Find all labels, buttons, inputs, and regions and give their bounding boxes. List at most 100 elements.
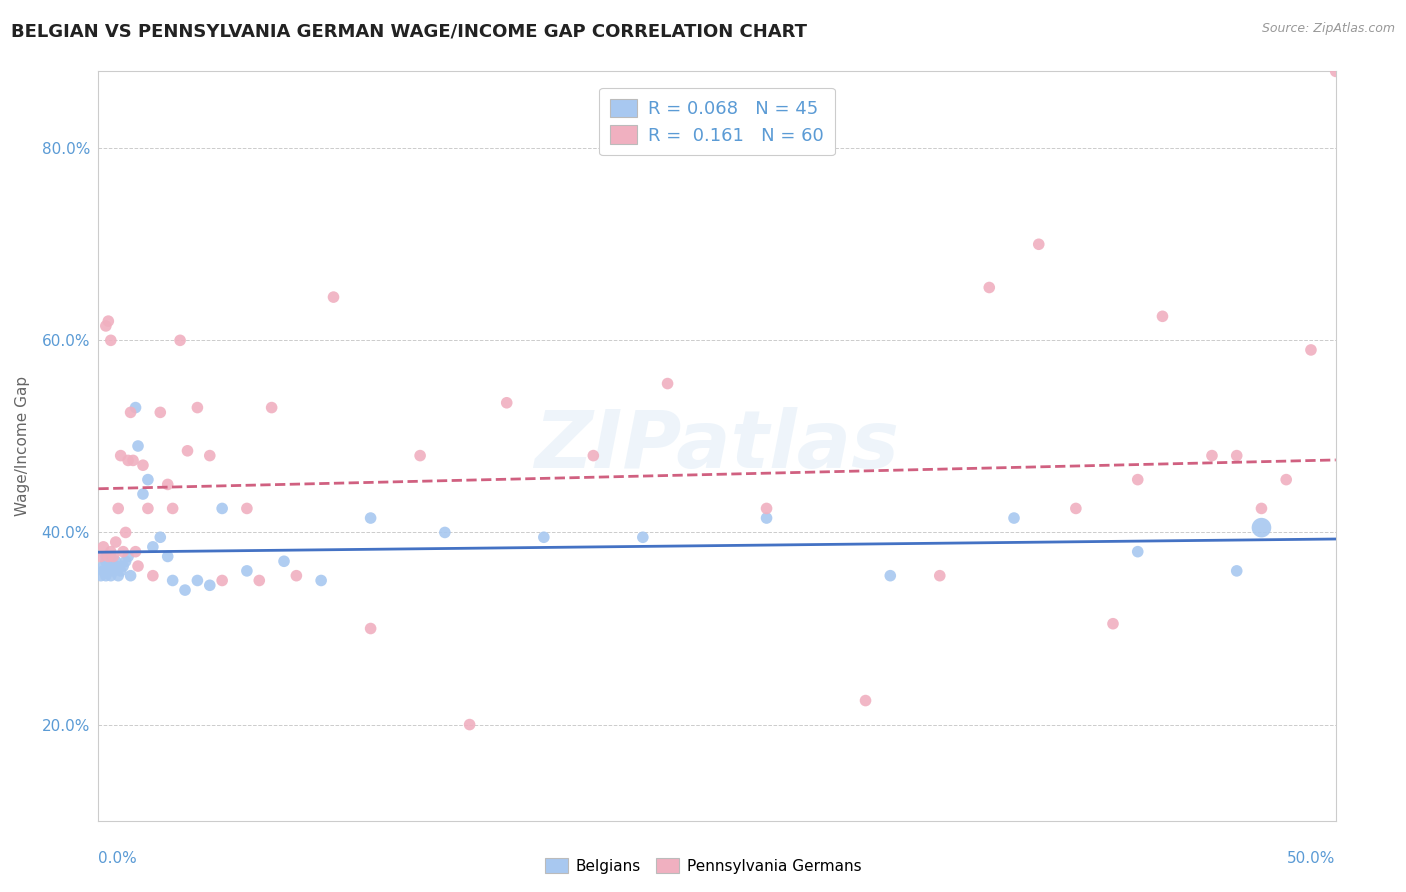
Point xyxy=(142,540,165,554)
Point xyxy=(149,405,172,419)
Point xyxy=(149,530,172,544)
Point xyxy=(100,568,122,582)
Point xyxy=(247,574,270,588)
Point xyxy=(1386,487,1406,501)
Point xyxy=(112,544,135,558)
Point xyxy=(458,717,481,731)
Point xyxy=(879,568,901,582)
Point xyxy=(100,334,122,348)
Legend: Belgians, Pennsylvania Germans: Belgians, Pennsylvania Germans xyxy=(538,852,868,880)
Point xyxy=(132,487,155,501)
Point xyxy=(114,554,136,568)
Point xyxy=(309,574,332,588)
Point xyxy=(755,511,778,525)
Point xyxy=(94,554,117,568)
Point xyxy=(1250,521,1272,535)
Point xyxy=(631,530,654,544)
Point xyxy=(124,401,146,415)
Point xyxy=(1126,544,1149,558)
Point xyxy=(211,501,233,516)
Point xyxy=(174,583,197,598)
Point xyxy=(1064,501,1087,516)
Point xyxy=(94,549,117,564)
Point xyxy=(1361,497,1384,511)
Point xyxy=(236,564,259,578)
Point xyxy=(1275,473,1298,487)
Point xyxy=(1226,449,1249,463)
Point xyxy=(186,574,208,588)
Point xyxy=(104,559,127,574)
Legend: R = 0.068   N = 45, R =  0.161   N = 60: R = 0.068 N = 45, R = 0.161 N = 60 xyxy=(599,88,835,155)
Point xyxy=(1028,237,1050,252)
Point xyxy=(162,574,184,588)
Point xyxy=(156,549,179,564)
Point xyxy=(107,501,129,516)
Point xyxy=(198,449,221,463)
Point xyxy=(94,568,117,582)
Point xyxy=(1299,343,1322,357)
Point xyxy=(103,549,125,564)
Point xyxy=(120,405,142,419)
Point xyxy=(285,568,308,582)
Point xyxy=(162,501,184,516)
Point xyxy=(1102,616,1125,631)
Point xyxy=(127,559,149,574)
Point xyxy=(360,511,382,525)
Point xyxy=(127,439,149,453)
Point xyxy=(93,559,115,574)
Point xyxy=(186,401,208,415)
Point xyxy=(198,578,221,592)
Point xyxy=(273,554,295,568)
Point xyxy=(117,549,139,564)
Point xyxy=(104,554,127,568)
Point xyxy=(928,568,950,582)
Text: ZIPatlas: ZIPatlas xyxy=(534,407,900,485)
Y-axis label: Wage/Income Gap: Wage/Income Gap xyxy=(15,376,31,516)
Point xyxy=(1002,511,1025,525)
Point xyxy=(110,449,132,463)
Point xyxy=(136,473,159,487)
Point xyxy=(122,453,145,467)
Point xyxy=(495,396,517,410)
Point xyxy=(360,622,382,636)
Point xyxy=(1126,473,1149,487)
Point xyxy=(236,501,259,516)
Point xyxy=(132,458,155,473)
Point xyxy=(97,314,120,328)
Point xyxy=(1324,64,1347,78)
Point xyxy=(1350,477,1372,491)
Point xyxy=(124,544,146,558)
Point xyxy=(409,449,432,463)
Point xyxy=(117,453,139,467)
Point xyxy=(169,334,191,348)
Point xyxy=(582,449,605,463)
Point xyxy=(100,549,122,564)
Point xyxy=(533,530,555,544)
Point xyxy=(1337,453,1360,467)
Point xyxy=(120,568,142,582)
Point xyxy=(176,443,198,458)
Point xyxy=(107,568,129,582)
Point xyxy=(979,280,1001,294)
Point xyxy=(433,525,456,540)
Point xyxy=(104,535,127,549)
Point xyxy=(90,568,112,582)
Point xyxy=(855,693,877,707)
Point xyxy=(97,564,120,578)
Point xyxy=(97,549,120,564)
Point xyxy=(322,290,344,304)
Point xyxy=(755,501,778,516)
Point xyxy=(103,564,125,578)
Point xyxy=(100,544,122,558)
Point xyxy=(97,554,120,568)
Point xyxy=(657,376,679,391)
Point xyxy=(93,540,115,554)
Text: Source: ZipAtlas.com: Source: ZipAtlas.com xyxy=(1261,22,1395,36)
Text: 0.0%: 0.0% xyxy=(98,851,138,866)
Point xyxy=(1226,564,1249,578)
Point xyxy=(100,559,122,574)
Point xyxy=(114,525,136,540)
Point xyxy=(94,318,117,333)
Point xyxy=(93,564,115,578)
Point xyxy=(90,549,112,564)
